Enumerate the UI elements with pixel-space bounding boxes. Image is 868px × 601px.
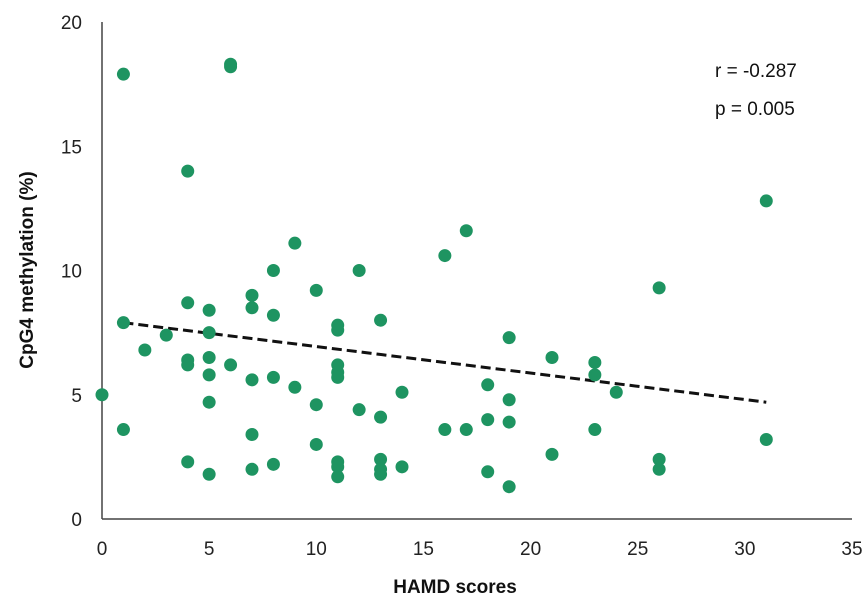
data-point (438, 423, 452, 437)
data-point (652, 281, 666, 295)
data-points (95, 57, 773, 494)
data-point (224, 358, 238, 372)
data-point (266, 308, 280, 322)
data-point (502, 331, 516, 345)
y-tick-label: 10 (61, 262, 82, 283)
x-axis-title: HAMD scores (393, 577, 517, 598)
data-point (245, 301, 259, 315)
data-point (202, 467, 216, 481)
data-point (374, 313, 388, 327)
data-point (202, 395, 216, 409)
data-point (331, 323, 345, 337)
data-point (309, 283, 323, 297)
data-point (374, 410, 388, 424)
data-point (309, 437, 323, 451)
y-tick-label: 15 (61, 137, 82, 158)
data-point (116, 316, 130, 330)
y-tick-label: 0 (71, 510, 82, 531)
data-point (588, 368, 602, 382)
data-point (159, 328, 173, 342)
data-point (138, 343, 152, 357)
data-point (309, 398, 323, 412)
data-point (545, 447, 559, 461)
data-point (609, 385, 623, 399)
data-point (224, 60, 238, 74)
data-point (181, 455, 195, 469)
data-point (116, 67, 130, 81)
x-tick-label: 35 (841, 539, 862, 560)
data-point (352, 403, 366, 417)
data-point (395, 385, 409, 399)
tick-labels: 0 5 10 15 20 25 30 35 0 5 10 15 20 (61, 13, 863, 560)
data-point (245, 373, 259, 387)
data-point (288, 236, 302, 250)
data-point (181, 296, 195, 310)
data-point (459, 423, 473, 437)
data-point (481, 465, 495, 479)
data-point (331, 470, 345, 484)
data-point (245, 428, 259, 442)
data-point (202, 326, 216, 340)
data-point (652, 462, 666, 476)
data-point (459, 224, 473, 238)
data-point (502, 415, 516, 429)
x-tick-label: 0 (97, 539, 108, 560)
data-point (395, 460, 409, 474)
data-point (588, 355, 602, 369)
axes (101, 22, 852, 520)
data-point (545, 350, 559, 364)
data-point (481, 413, 495, 427)
data-point (181, 358, 195, 372)
data-point (374, 452, 388, 466)
data-point (266, 370, 280, 384)
x-tick-label: 25 (627, 539, 648, 560)
data-point (266, 457, 280, 471)
data-point (352, 264, 366, 277)
annotation-r: r = -0.287 (715, 61, 797, 82)
data-point (502, 393, 516, 407)
data-point (202, 350, 216, 364)
y-tick-label: 5 (71, 386, 82, 407)
data-point (374, 467, 388, 481)
x-tick-label: 5 (204, 539, 215, 560)
data-point (202, 303, 216, 317)
data-point (759, 432, 773, 446)
data-point (116, 423, 130, 437)
data-point (245, 462, 259, 476)
data-point (202, 368, 216, 382)
data-point (95, 388, 109, 402)
x-tick-label: 30 (734, 539, 755, 560)
data-point (652, 452, 666, 466)
data-point (288, 380, 302, 394)
data-point (181, 164, 195, 178)
data-point (266, 264, 280, 277)
x-tick-label: 15 (413, 539, 434, 560)
data-point (438, 249, 452, 263)
annotation-p: p = 0.005 (715, 99, 795, 120)
data-point (245, 288, 259, 302)
data-point (588, 423, 602, 437)
data-point (331, 460, 345, 474)
y-tick-label: 20 (61, 13, 82, 34)
x-tick-label: 10 (306, 539, 327, 560)
trendline (123, 321, 767, 404)
y-axis-title: CpG4 methylation (%) (17, 171, 38, 368)
data-point (331, 370, 345, 384)
data-point (481, 378, 495, 392)
x-tick-label: 20 (520, 539, 541, 560)
data-point (759, 194, 773, 208)
data-point (502, 480, 516, 494)
